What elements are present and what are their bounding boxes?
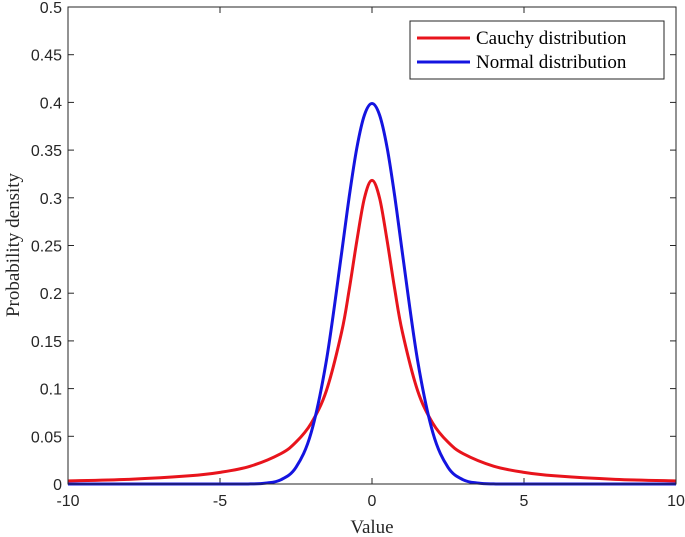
cauchy-curve [67,178,677,483]
y-tick-label: 0.15 [31,334,62,351]
y-axis-title: Probability density [3,172,24,317]
x-tick-label: 0 [368,493,377,510]
x-tick-label: -10 [56,493,79,510]
y-tick-label: 0.3 [40,191,62,208]
y-tick-label: 0.45 [31,48,62,65]
legend-label-cauchy: Cauchy distribution [476,28,627,49]
legend: Cauchy distribution Normal distribution [409,20,665,80]
x-tick-label: -5 [213,493,227,510]
x-tick-label: 5 [520,493,529,510]
series-lines [67,101,677,486]
plot-frame [67,6,677,485]
legend-label-normal: Normal distribution [476,52,627,73]
y-ticks: 0 0.05 0.1 0.15 0.2 0.25 0.3 0.35 0.4 0.45 0.5 [31,0,676,494]
legend-box [409,20,665,80]
x-axis-title: Value [350,517,393,537]
x-tick-label: 10 [667,493,685,510]
x-ticks: -10 -5 0 5 10 [56,7,685,510]
y-tick-label: 0.5 [40,0,62,17]
y-tick-label: 0.1 [40,382,62,399]
y-tick-label: 0.4 [40,95,62,112]
normal-curve [67,101,677,486]
y-tick-label: 0.25 [31,239,62,256]
y-tick-label: 0.05 [31,429,62,446]
y-tick-label: 0.35 [31,143,62,160]
plot-area [68,7,676,484]
y-tick-label: 0.2 [40,286,62,303]
y-tick-label: 0 [53,477,62,494]
